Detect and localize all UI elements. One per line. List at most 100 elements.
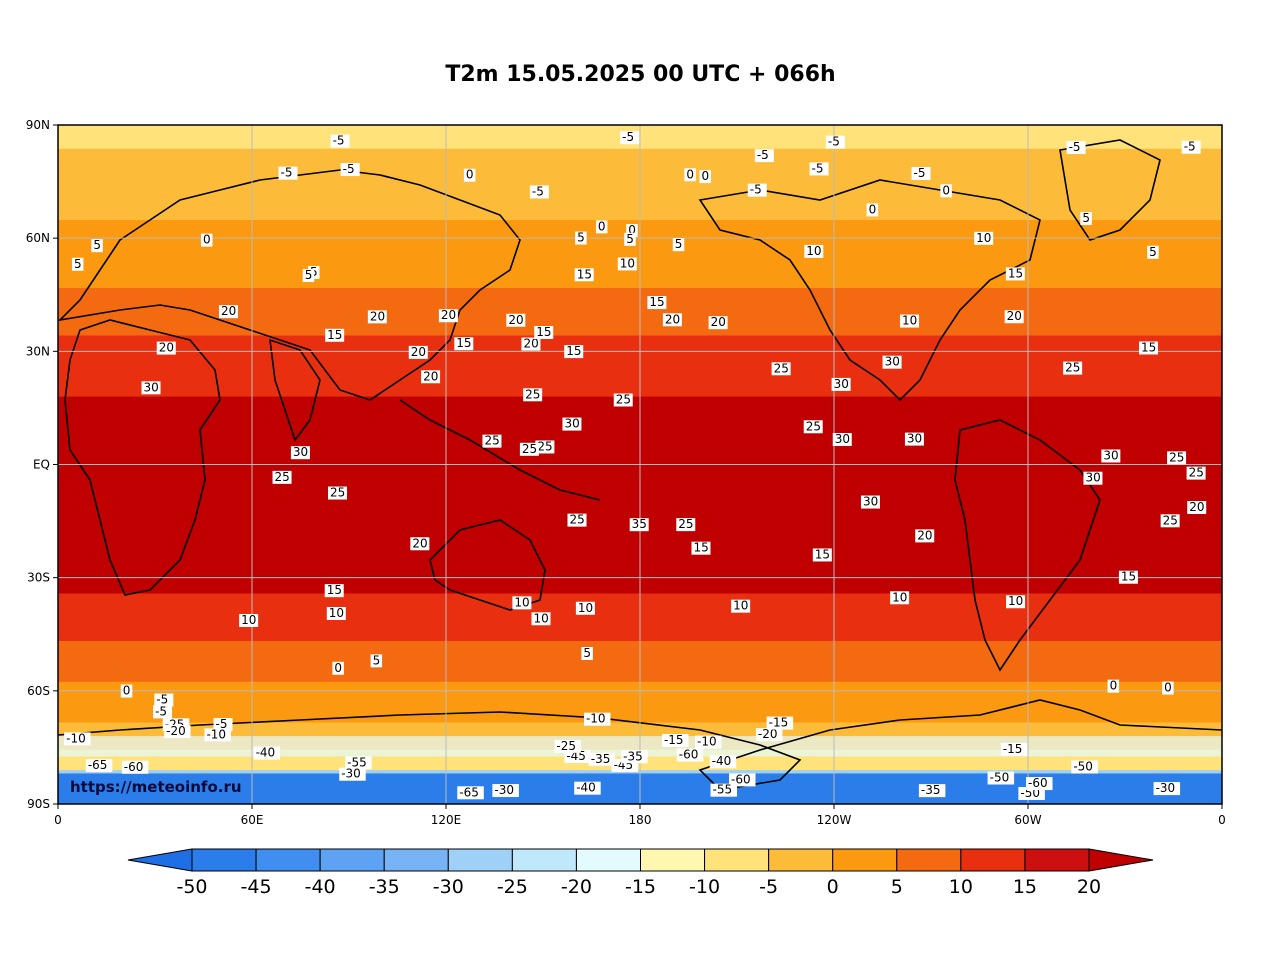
contour-label: -60 — [729, 772, 756, 787]
contour-label-bg — [676, 518, 696, 532]
contour-label-text: -25 — [556, 739, 576, 753]
contour-label: 20 — [410, 536, 430, 551]
contour-label: 20 — [708, 315, 728, 330]
contour-label-bg — [324, 584, 344, 598]
contour-label-text: 25 — [569, 513, 584, 527]
contour-label: -15 — [661, 733, 689, 747]
contour-label-text: 15 — [456, 336, 471, 350]
contour-label-bg — [156, 341, 176, 355]
contour-label: 25 — [803, 419, 823, 434]
contour-label: 10 — [900, 314, 920, 328]
contour-label-text: 0 — [123, 684, 131, 698]
contour-label-text: 15 — [649, 295, 664, 309]
contour-label-text: 20 — [917, 528, 932, 542]
contour-label-bg — [278, 166, 298, 180]
contour-label-bg — [330, 134, 350, 148]
contour-label: -30 — [492, 783, 519, 798]
contour-label-bg — [581, 646, 593, 660]
contour-label-text: 5 — [74, 257, 82, 271]
contour-label-text: 20 — [1007, 309, 1022, 323]
contour-label-text: 20 — [711, 315, 726, 329]
contour-label-text: -5 — [216, 717, 228, 731]
contour-label-text: -35 — [591, 752, 611, 766]
contour-label: 10 — [575, 601, 595, 615]
contour-label-bg — [120, 684, 133, 698]
contour-label-text: 30 — [835, 432, 850, 446]
contour-label-bg — [915, 529, 935, 543]
contour-label-bg — [1063, 361, 1083, 375]
contour-label-bg — [747, 183, 767, 197]
contour-label: -60 — [676, 748, 704, 762]
contour-label-text: 20 — [412, 536, 427, 550]
contour-label: -35 — [588, 752, 616, 766]
contour-label-bg — [832, 433, 852, 447]
colorbar-swatch — [447, 848, 513, 872]
contour-label: 15 — [1139, 340, 1159, 355]
contour-label-bg — [911, 166, 931, 180]
contour-label-text: 20 — [665, 312, 680, 326]
contour-label: -5 — [213, 717, 233, 732]
contour-label: 5 — [581, 646, 593, 660]
contour-label-bg — [562, 417, 582, 431]
contour-label-text: 25 — [1163, 513, 1178, 527]
contour-label-bg — [699, 170, 711, 184]
contour-label-bg — [438, 309, 458, 323]
contour-label-text: 10 — [806, 244, 821, 258]
contour-label-bg — [1066, 141, 1086, 155]
contour-label: -10 — [694, 735, 722, 749]
contour-label-bg — [531, 612, 551, 626]
contour-label-bg — [482, 434, 502, 448]
contour-label: -5 — [1066, 140, 1086, 155]
contour-label-text: -5 — [622, 130, 634, 144]
coast-india — [269, 338, 321, 442]
contour-label: 25 — [1167, 450, 1187, 465]
contour-label: 0 — [866, 202, 879, 217]
contour-label: 0 — [1162, 681, 1174, 695]
colorbar-over-arrow — [1088, 848, 1154, 872]
contour-label-bg — [408, 345, 428, 359]
contour-label: 5 — [1080, 211, 1092, 226]
contour-label: 30 — [860, 495, 880, 509]
contour-label-bg — [325, 328, 345, 342]
contour-label: 25 — [523, 387, 543, 402]
colorbar-swatch — [511, 848, 577, 872]
contour-label-text: 25 — [806, 419, 821, 433]
coast-eurasia — [58, 169, 521, 401]
contour-label-bg — [1006, 595, 1026, 609]
contour-label-bg — [918, 784, 946, 798]
colorbar-swatch — [768, 848, 834, 872]
contour-label: 25 — [567, 513, 587, 527]
contour-label: 30 — [832, 432, 852, 447]
contour-label: -5 — [620, 130, 640, 145]
contour-label: -65 — [457, 785, 484, 800]
contour-label-text: 5 — [675, 237, 683, 251]
contour-label: -55 — [710, 783, 738, 797]
contour-label: 20 — [506, 313, 526, 327]
contour-label: 25 — [1063, 361, 1083, 375]
contour-label: 10 — [974, 231, 994, 245]
contour-label-text: 15 — [815, 547, 830, 561]
contour-label-text: -60 — [124, 760, 144, 774]
contour-label-bg — [583, 712, 611, 726]
contour-label-text: -5 — [914, 166, 926, 180]
contour-label-text: -40 — [712, 754, 732, 768]
contour-label: 15 — [1005, 266, 1025, 281]
contour-label: -5 — [754, 148, 774, 163]
contour-label-text: 30 — [834, 377, 849, 391]
contour-label: -5 — [154, 692, 174, 707]
contour-label-text: -5 — [343, 162, 355, 176]
contour-label-text: 25 — [522, 442, 537, 456]
contour-label-text: 15 — [536, 325, 551, 339]
contour-label-bg — [564, 345, 584, 359]
colorbar-label: -50 — [176, 876, 207, 898]
contour-label-bg — [410, 537, 430, 551]
contour-label-bg — [825, 135, 845, 149]
contour-label-text: 10 — [329, 606, 344, 620]
lon-tick-label: 60E — [241, 813, 264, 827]
contour-label: 5 — [672, 237, 685, 252]
contour-label-bg — [1071, 760, 1098, 774]
colorbar-swatch — [575, 848, 642, 872]
contour-label-bg — [534, 326, 554, 340]
contour-label-text: 30 — [564, 417, 579, 431]
contour-label: -20 — [164, 724, 191, 738]
